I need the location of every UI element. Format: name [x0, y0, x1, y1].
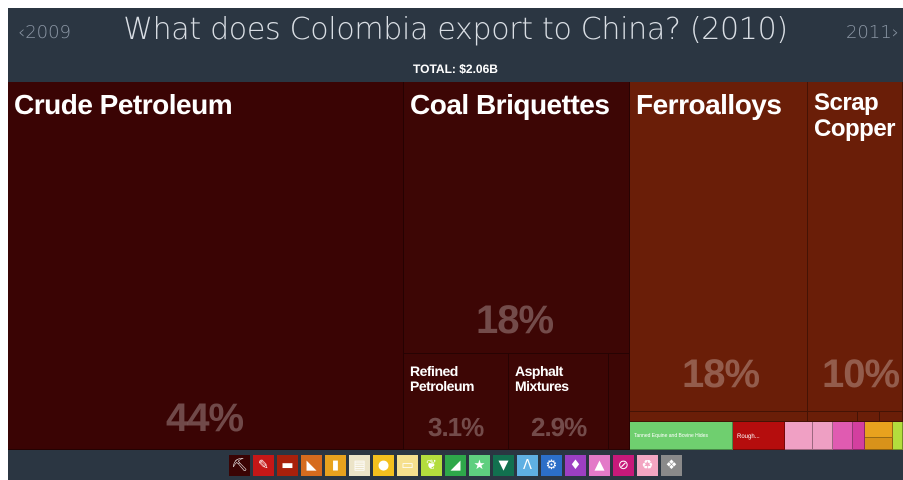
grain-icon[interactable]: ❦ — [421, 454, 442, 476]
treemap-tile-minor[interactable] — [630, 412, 808, 422]
treemap-tile-minor[interactable] — [785, 422, 813, 450]
treemap-tile-minor[interactable] — [833, 422, 853, 450]
treemap-tile-coal-briquettes[interactable]: Coal Briquettes 18% — [404, 82, 630, 354]
treemap-tile-scrap-copper[interactable]: Scrap Copper 10% — [808, 82, 903, 412]
treemap: Crude Petroleum 44% Coal Briquettes 18% Refi… — [8, 82, 903, 450]
next-year-link[interactable]: 2011› — [845, 22, 899, 43]
treemap-tile-minor[interactable] — [880, 412, 903, 422]
diamond-icon[interactable]: ♦ — [565, 454, 586, 476]
recycle-icon[interactable]: ♻ — [637, 454, 658, 476]
treemap-tile-minor[interactable] — [858, 412, 880, 422]
treemap-app: ‹2009 What does Colombia export to China… — [8, 8, 903, 480]
gears-icon[interactable]: ⚙ — [541, 454, 562, 476]
tile-label: Asphalt Mixtures — [515, 363, 569, 395]
tile-label: Scrap Copper — [814, 89, 896, 143]
treemap-tile-minor[interactable] — [808, 412, 858, 422]
tile-label: Coal Briquettes — [410, 89, 610, 120]
fruit-icon[interactable]: ● — [373, 454, 394, 476]
tile-percent: 10% — [822, 352, 900, 396]
treemap-tile-rough[interactable]: Rough... — [733, 422, 785, 450]
tile-label: Refined Petroleum — [410, 363, 474, 395]
tile-percent: 2.9% — [531, 412, 587, 442]
chemical-icon[interactable]: ✎ — [253, 454, 274, 476]
header: ‹2009 What does Colombia export to China… — [8, 8, 903, 82]
anvil-icon[interactable]: ▬ — [277, 454, 298, 476]
pickaxe-icon[interactable]: ⛏ — [229, 454, 250, 476]
next-year-label: 2011 — [845, 22, 892, 43]
stone-icon[interactable]: ▭ — [397, 454, 418, 476]
treemap-tile-minor[interactable] — [813, 422, 833, 450]
page-title: What does Colombia export to China? (201… — [123, 12, 788, 47]
treemap-tile-tanned-equine-and-bovine-hides[interactable]: Tanned Equine and Bovine Hides — [630, 422, 733, 450]
treemap-tile-minor[interactable] — [865, 438, 893, 450]
ruler-icon[interactable]: ◣ — [301, 454, 322, 476]
flask-icon[interactable]: ▲ — [589, 454, 610, 476]
prev-year-link[interactable]: ‹2009 — [18, 22, 72, 43]
tile-label: Crude Petroleum — [14, 89, 233, 120]
tile-percent: 44% — [166, 396, 244, 440]
bottle-icon[interactable]: ▮ — [325, 454, 346, 476]
category-icon-bar: ⛏ ✎ ▬ ◣ ▮ ▤ ● ▭ ❦ ◢ ★ ▼ Λ ⚙ ♦ ▲ ⊘ ♻ ❖ — [8, 450, 903, 480]
tile-label: Rough... — [737, 434, 760, 440]
treemap-tile-minor[interactable] — [609, 354, 630, 450]
shoe-icon[interactable]: ◢ — [445, 454, 466, 476]
tile-percent: 18% — [682, 352, 760, 396]
box-icon[interactable]: ❖ — [661, 454, 682, 476]
no-sign-icon[interactable]: ⊘ — [613, 454, 634, 476]
treemap-tile-minor[interactable] — [893, 422, 903, 450]
prev-year-label: 2009 — [25, 22, 72, 43]
paper-icon[interactable]: ▤ — [349, 454, 370, 476]
tile-percent: 3.1% — [428, 412, 484, 442]
treemap-tile-asphalt-mixtures[interactable]: Asphalt Mixtures 2.9% — [509, 354, 609, 450]
treemap-tile-minor[interactable] — [865, 422, 893, 438]
treemap-tile-ferroalloys[interactable]: Ferroalloys 18% — [630, 82, 808, 412]
tile-label: Ferroalloys — [636, 89, 782, 120]
star-icon[interactable]: ★ — [469, 454, 490, 476]
tile-label: Tanned Equine and Bovine Hides — [634, 433, 708, 439]
tile-percent: 18% — [476, 298, 554, 342]
shirt-icon[interactable]: ▼ — [493, 454, 514, 476]
total-value: TOTAL: $2.06B — [413, 62, 498, 76]
treemap-tile-crude-petroleum[interactable]: Crude Petroleum 44% — [8, 82, 404, 450]
treemap-tile-minor[interactable] — [853, 422, 865, 450]
treemap-tile-refined-petroleum[interactable]: Refined Petroleum 3.1% — [404, 354, 509, 450]
road-icon[interactable]: Λ — [517, 454, 538, 476]
